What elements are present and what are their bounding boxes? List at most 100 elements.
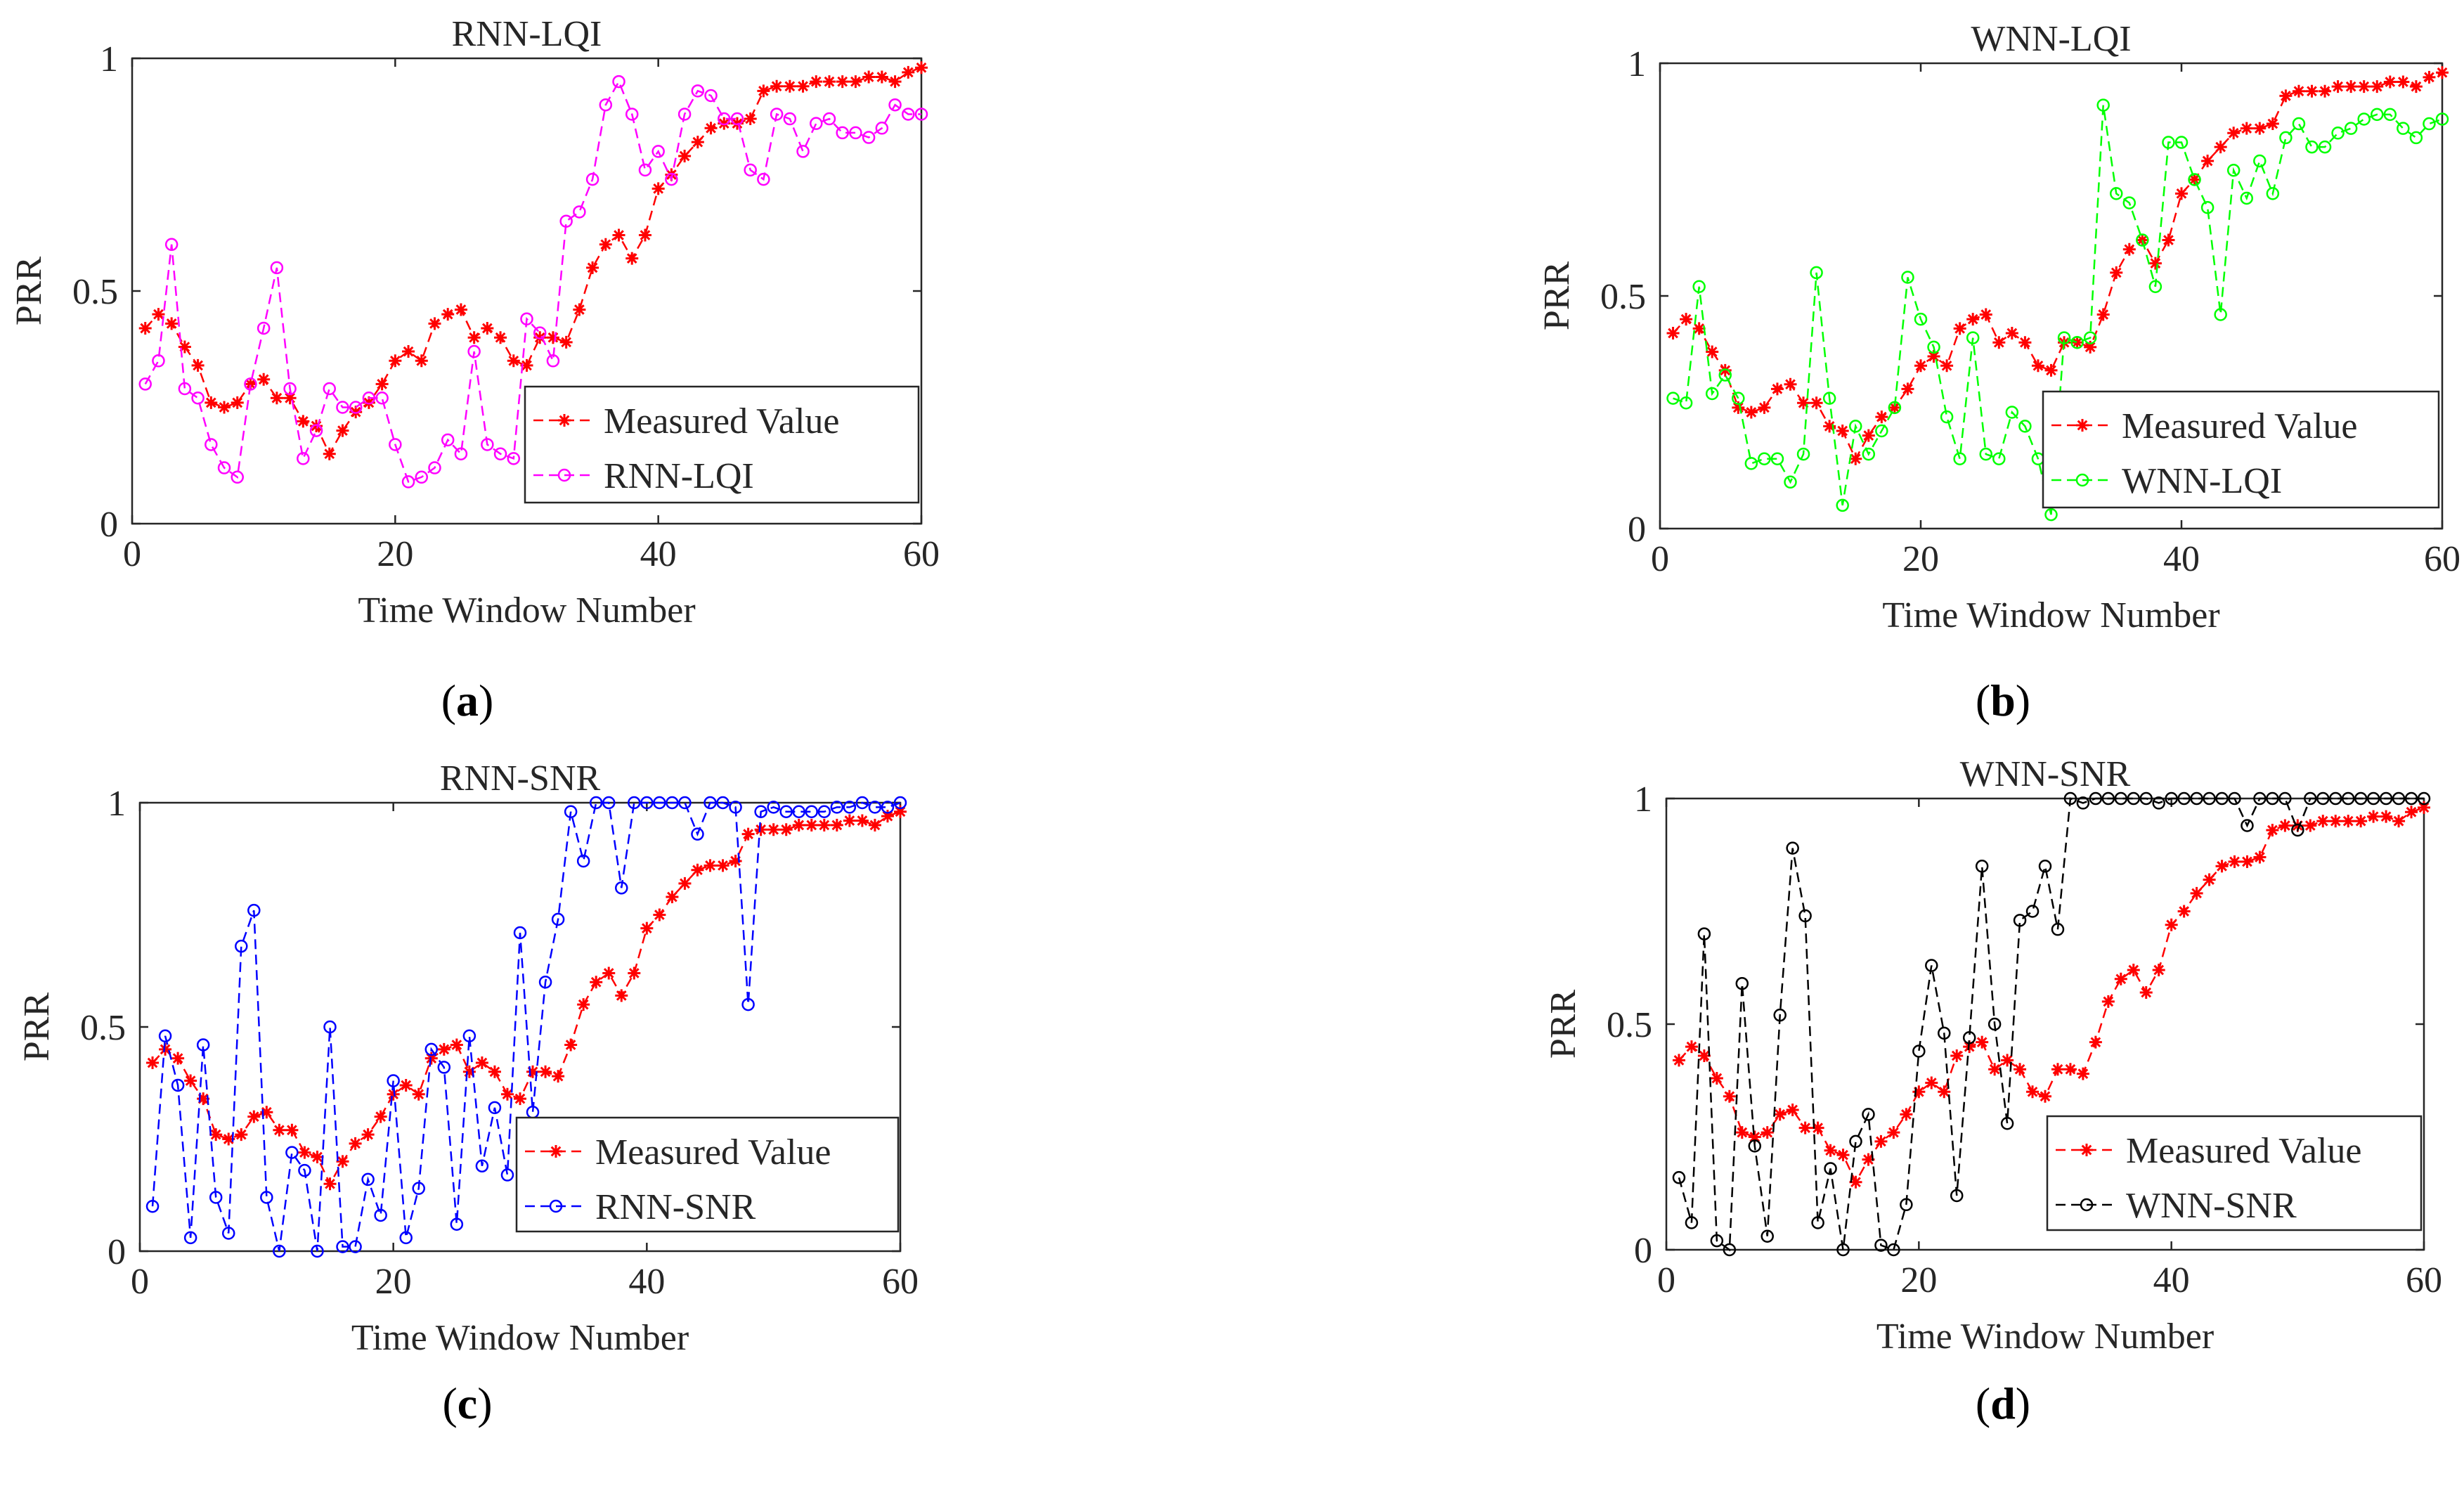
data-point xyxy=(741,997,755,1011)
panel-label-c: (c) xyxy=(442,1378,493,1428)
data-point xyxy=(718,117,731,130)
data-point xyxy=(1992,336,2006,349)
data-point xyxy=(810,75,823,89)
data-point xyxy=(2279,89,2293,103)
data-point xyxy=(526,1065,540,1078)
data-point xyxy=(1862,1108,1875,1121)
data-point xyxy=(2214,308,2227,321)
data-point xyxy=(184,1074,197,1087)
panel-label-b: (b) xyxy=(1975,675,2031,725)
data-point xyxy=(197,1092,210,1106)
y-tick-label: 0.5 xyxy=(1607,1005,1652,1045)
data-point xyxy=(1692,322,1706,335)
y-tick-label: 0.5 xyxy=(1600,277,1646,317)
data-point xyxy=(2319,84,2332,98)
series-measured-value xyxy=(146,805,907,1191)
data-point xyxy=(817,818,831,832)
legend-label: WNN-LQI xyxy=(2122,461,2282,501)
data-point xyxy=(2057,331,2071,344)
data-point xyxy=(573,205,586,219)
data-point xyxy=(2084,340,2097,354)
data-point xyxy=(792,818,805,832)
data-point xyxy=(779,823,793,836)
data-point xyxy=(1666,392,1680,405)
data-point xyxy=(805,818,818,832)
data-point xyxy=(1927,350,1940,363)
data-point xyxy=(2380,810,2393,823)
data-point xyxy=(843,814,856,827)
y-axis-label: PRR xyxy=(17,993,57,1062)
legend-marker xyxy=(2076,419,2089,432)
data-point xyxy=(493,447,507,460)
data-point xyxy=(2266,187,2280,200)
data-point xyxy=(412,1087,425,1101)
data-point xyxy=(2404,791,2418,806)
data-point xyxy=(178,382,192,396)
series-measured-value xyxy=(138,61,928,460)
data-point xyxy=(1979,447,1992,461)
data-point xyxy=(875,70,888,84)
data-point xyxy=(894,805,907,818)
data-point xyxy=(1786,841,1799,855)
data-point xyxy=(1811,1121,1824,1134)
data-point xyxy=(454,303,467,316)
data-point xyxy=(488,1101,502,1115)
data-point xyxy=(1692,280,1706,294)
data-point xyxy=(2139,791,2153,806)
data-point xyxy=(868,801,882,814)
data-point xyxy=(323,382,336,396)
data-point xyxy=(1862,447,1876,461)
data-point xyxy=(2253,122,2267,135)
panel-label-d: (d) xyxy=(1975,1378,2031,1428)
data-point xyxy=(2241,819,2254,832)
data-point xyxy=(2114,972,2127,985)
data-point xyxy=(822,112,836,126)
data-point xyxy=(2190,791,2203,806)
data-point xyxy=(1824,1162,1837,1175)
data-point xyxy=(2005,326,2018,340)
data-point xyxy=(2110,266,2123,279)
data-point xyxy=(625,108,639,121)
data-point xyxy=(1796,447,1810,461)
data-point xyxy=(1992,452,2006,465)
data-point xyxy=(1927,340,1940,354)
data-point xyxy=(235,939,248,953)
data-point xyxy=(2063,791,2077,806)
data-point xyxy=(1798,1121,1812,1134)
chart-title: RNN-SNR xyxy=(440,758,601,799)
data-point xyxy=(817,805,831,819)
data-point xyxy=(730,112,744,126)
data-point xyxy=(862,131,876,144)
x-tick-label: 20 xyxy=(1902,539,1939,579)
data-point xyxy=(2044,507,2058,522)
chart-title: WNN-LQI xyxy=(1971,19,2131,59)
data-point xyxy=(691,84,705,98)
data-point xyxy=(546,354,560,368)
data-point xyxy=(703,796,717,810)
data-point xyxy=(729,854,742,867)
data-point xyxy=(415,470,429,484)
data-point xyxy=(2266,823,2279,836)
data-point xyxy=(2367,810,2380,823)
y-tick-label: 0 xyxy=(1628,510,1646,550)
data-point xyxy=(209,1191,223,1204)
data-point xyxy=(401,475,415,489)
data-point xyxy=(625,252,639,265)
data-point xyxy=(2096,98,2110,112)
data-point xyxy=(1836,1243,1850,1257)
data-point xyxy=(389,354,402,368)
data-point xyxy=(2101,791,2115,806)
data-point xyxy=(260,1106,273,1119)
data-point xyxy=(462,1065,476,1078)
data-point xyxy=(1744,457,1758,470)
x-axis-label: Time Window Number xyxy=(1882,595,2219,635)
data-point xyxy=(2266,117,2279,131)
data-point xyxy=(205,396,218,409)
y-tick-label: 1 xyxy=(108,784,126,824)
chart-panel-2: 0 20 40 60 0 0.5 1 WNN-LQI Time Window Number PRR… xyxy=(1537,19,2460,635)
legend-label: Measured Value xyxy=(604,401,840,441)
data-point xyxy=(2201,155,2215,168)
x-tick-label: 0 xyxy=(131,1262,149,1302)
data-point xyxy=(494,331,507,344)
data-point xyxy=(1710,1072,1723,1085)
